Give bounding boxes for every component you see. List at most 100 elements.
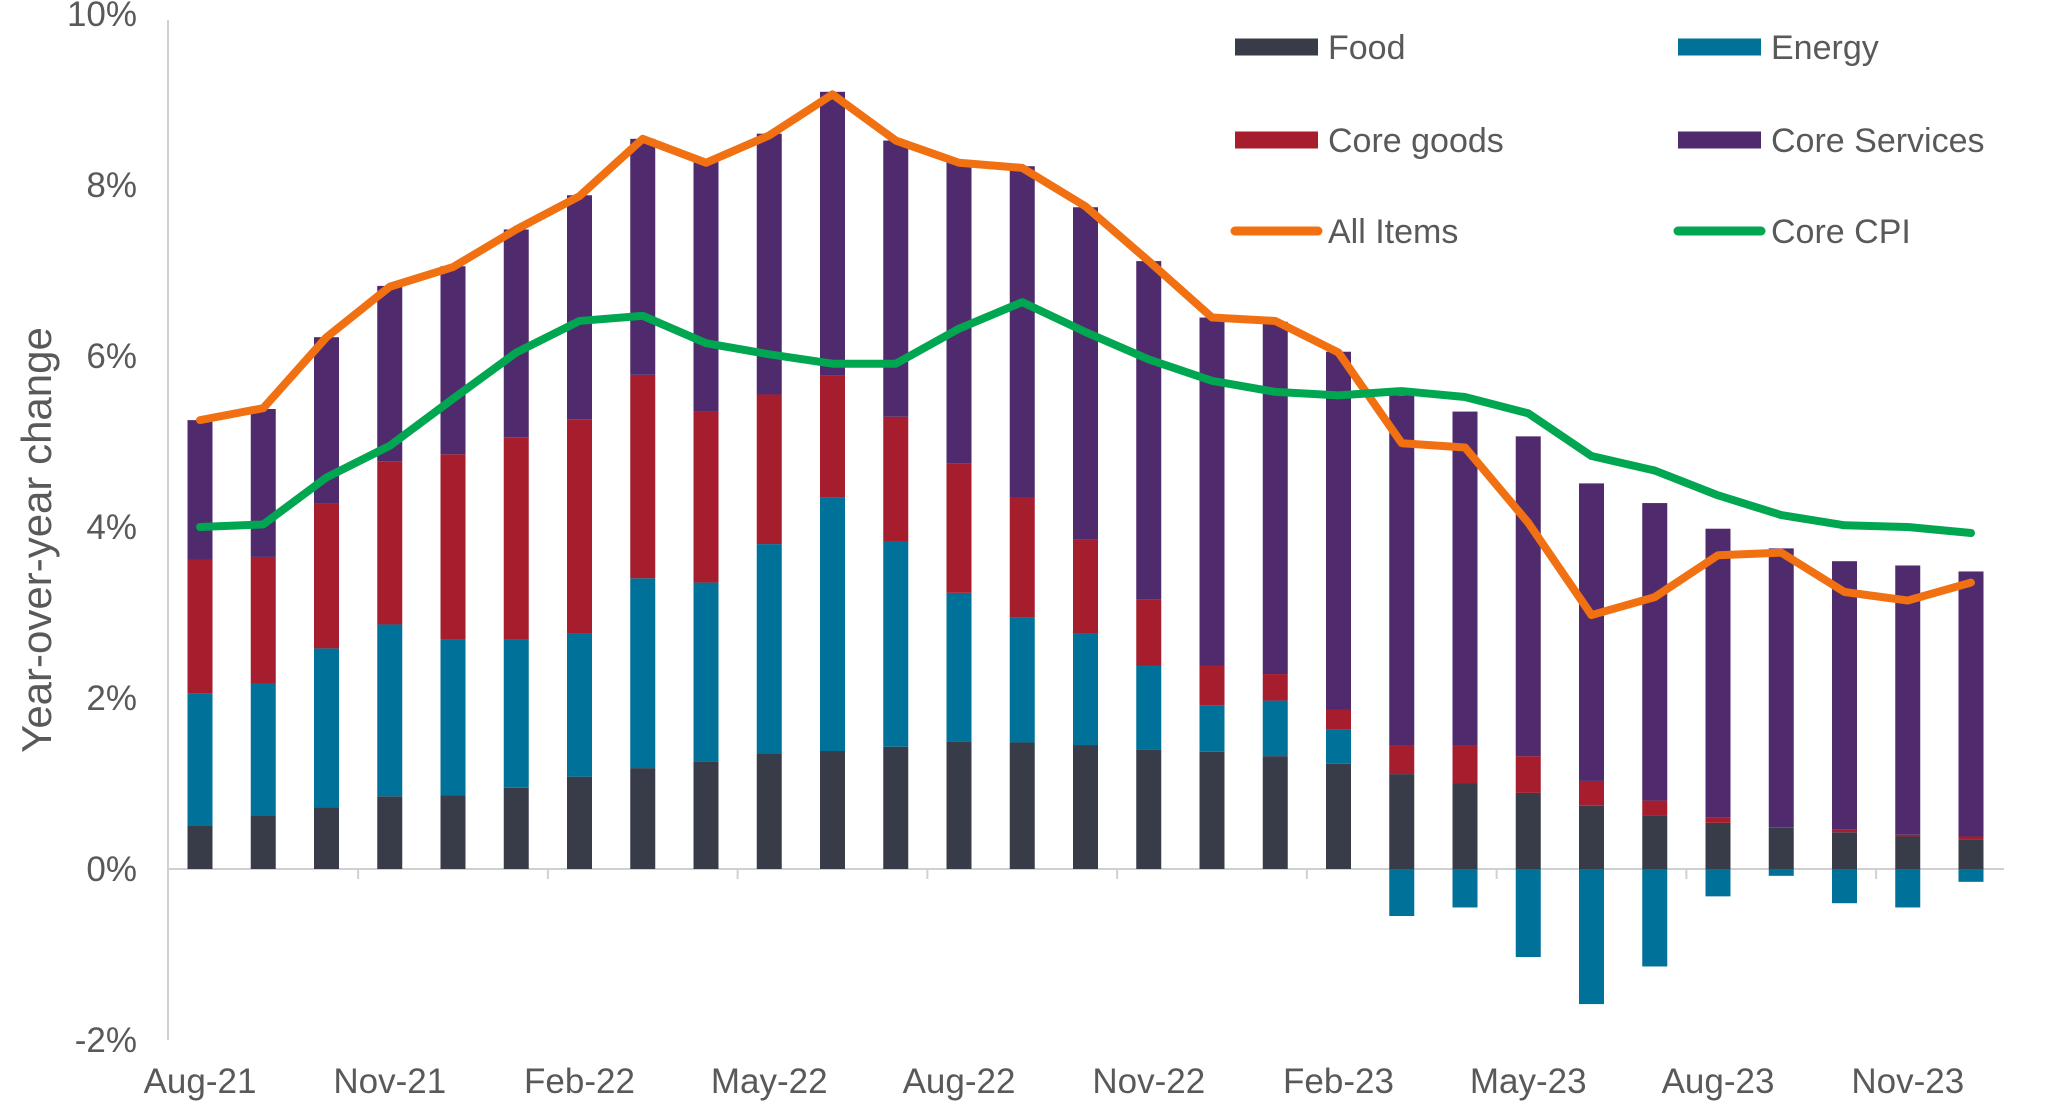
bar-food-mar-22 <box>630 768 656 869</box>
bar-energy-nov-22 <box>1136 665 1162 750</box>
lines <box>196 90 1975 620</box>
bar-food-feb-22 <box>567 776 592 869</box>
bar-core-services-may-23 <box>1515 436 1541 757</box>
bar-core-goods-oct-22 <box>1073 539 1098 634</box>
bar-food-oct-21 <box>314 807 339 869</box>
bar-core-services-jan-23 <box>1262 321 1288 675</box>
legend-label-food: Food <box>1328 29 1406 67</box>
bar-core-services-oct-22 <box>1073 207 1098 540</box>
bar-core-goods-nov-22 <box>1136 599 1162 666</box>
bar-core-services-feb-23 <box>1326 351 1351 710</box>
bar-food-nov-21 <box>377 796 403 869</box>
bar-stack-sep-22 <box>1009 166 1035 869</box>
bar-core-services-nov-23 <box>1895 565 1921 835</box>
bar-core-services-mar-23 <box>1389 395 1415 746</box>
bar-core-goods-aug-23 <box>1705 817 1731 823</box>
bar-energy-jul-22 <box>883 541 909 747</box>
bar-core-goods-feb-23 <box>1326 709 1351 730</box>
bar-core-services-sep-22 <box>1009 166 1035 498</box>
bar-energy-sep-22 <box>1009 617 1035 743</box>
bar-stack-apr-22 <box>693 161 719 869</box>
bar-core-services-aug-22 <box>946 161 972 464</box>
bar-food-jul-23 <box>1642 815 1668 869</box>
bar-energy-oct-23 <box>1832 869 1857 904</box>
bar-energy-feb-23 <box>1326 729 1351 764</box>
x-tick-label: May-22 <box>711 1062 828 1101</box>
bar-energy-jul-23 <box>1642 869 1668 967</box>
x-tick-label: Nov-21 <box>333 1062 446 1101</box>
bar-energy-aug-22 <box>946 592 972 742</box>
y-tick-label: 4% <box>86 508 137 547</box>
bar-core-services-jul-23 <box>1642 503 1668 801</box>
bar-core-goods-sep-21 <box>250 556 276 684</box>
bar-core-goods-jan-23 <box>1262 674 1288 701</box>
bar-core-services-oct-23 <box>1832 561 1857 830</box>
bar-food-mar-23 <box>1389 774 1415 869</box>
y-tick-label: 0% <box>86 850 137 889</box>
x-tick-labels: Aug-21 Nov-21 Feb-22 May-22 Aug-22 Nov-22 Feb-… <box>144 1062 1965 1101</box>
legend-item-core-goods: Core goods <box>1235 122 1504 160</box>
y-tick-label: -2% <box>75 1021 137 1060</box>
bar-food-nov-23 <box>1895 836 1921 869</box>
y-axis-title: Year-over-year change <box>13 327 60 753</box>
bar-energy-oct-21 <box>314 648 339 808</box>
bar-energy-sep-21 <box>250 683 276 816</box>
legend-swatch-food <box>1235 38 1318 56</box>
bar-food-sep-22 <box>1009 742 1035 869</box>
bar-stack-may-23 <box>1515 436 1541 958</box>
bar-food-aug-23 <box>1705 822 1731 869</box>
bar-stack-aug-22 <box>946 161 972 869</box>
bar-stack-jul-22 <box>883 140 909 869</box>
bar-stack-jun-23 <box>1579 483 1604 1005</box>
bar-core-services-nov-21 <box>377 285 403 462</box>
legend-swatch-core-goods <box>1235 131 1318 149</box>
x-tick-label: Nov-22 <box>1092 1062 1205 1101</box>
bar-core-goods-oct-21 <box>314 503 339 649</box>
legend: Food Energy Core goods Core Services All Ite… <box>1230 29 1985 251</box>
bar-stack-dec-21 <box>440 266 466 869</box>
bar-core-services-sep-21 <box>250 409 276 557</box>
bar-core-services-aug-21 <box>187 420 213 560</box>
bar-stack-feb-23 <box>1326 351 1351 869</box>
legend-label-core-cpi: Core CPI <box>1771 213 1911 251</box>
bar-core-goods-mar-22 <box>630 374 656 579</box>
bar-core-goods-nov-21 <box>377 461 403 625</box>
bar-stack-jan-22 <box>503 229 529 869</box>
bar-food-jun-22 <box>820 751 845 869</box>
bar-stack-oct-22 <box>1073 207 1098 869</box>
bar-core-goods-may-22 <box>756 394 782 545</box>
bar-food-aug-22 <box>946 741 972 869</box>
bar-core-goods-dec-22 <box>1199 665 1225 706</box>
legend-item-core-cpi: Core CPI <box>1673 213 1911 251</box>
bar-food-aug-21 <box>187 825 213 869</box>
bar-food-jan-22 <box>503 787 529 869</box>
bar-core-goods-dec-21 <box>440 454 466 640</box>
legend-label-energy: Energy <box>1771 29 1879 67</box>
bar-stack-nov-23 <box>1895 565 1921 908</box>
bar-stack-jul-23 <box>1642 503 1668 967</box>
bar-energy-apr-23 <box>1452 869 1478 908</box>
x-tick-label: Feb-22 <box>524 1062 635 1101</box>
bar-stack-jun-22 <box>820 91 845 869</box>
bar-stack-sep-21 <box>250 409 276 869</box>
bar-core-services-aug-23 <box>1705 528 1731 818</box>
bar-core-services-dec-23 <box>1958 571 1984 837</box>
bar-core-goods-oct-23 <box>1832 829 1857 833</box>
bar-stack-may-22 <box>756 133 782 869</box>
bar-food-dec-22 <box>1199 751 1225 869</box>
bar-stack-aug-23 <box>1705 528 1731 897</box>
x-tick-label: Aug-21 <box>144 1062 257 1101</box>
bar-stack-sep-23 <box>1768 548 1794 876</box>
x-tick-label: Nov-23 <box>1851 1062 1964 1101</box>
bar-core-goods-sep-23 <box>1768 827 1794 828</box>
bar-core-goods-nov-23 <box>1895 834 1921 837</box>
bar-stack-feb-22 <box>567 195 592 869</box>
y-tick-label: 2% <box>86 679 137 718</box>
x-tick-label: Feb-23 <box>1283 1062 1394 1101</box>
bar-core-goods-jun-23 <box>1579 780 1604 806</box>
bars <box>187 91 1984 1005</box>
bar-food-apr-22 <box>693 761 719 869</box>
bar-energy-mar-22 <box>630 578 656 769</box>
bar-energy-dec-23 <box>1958 869 1984 882</box>
